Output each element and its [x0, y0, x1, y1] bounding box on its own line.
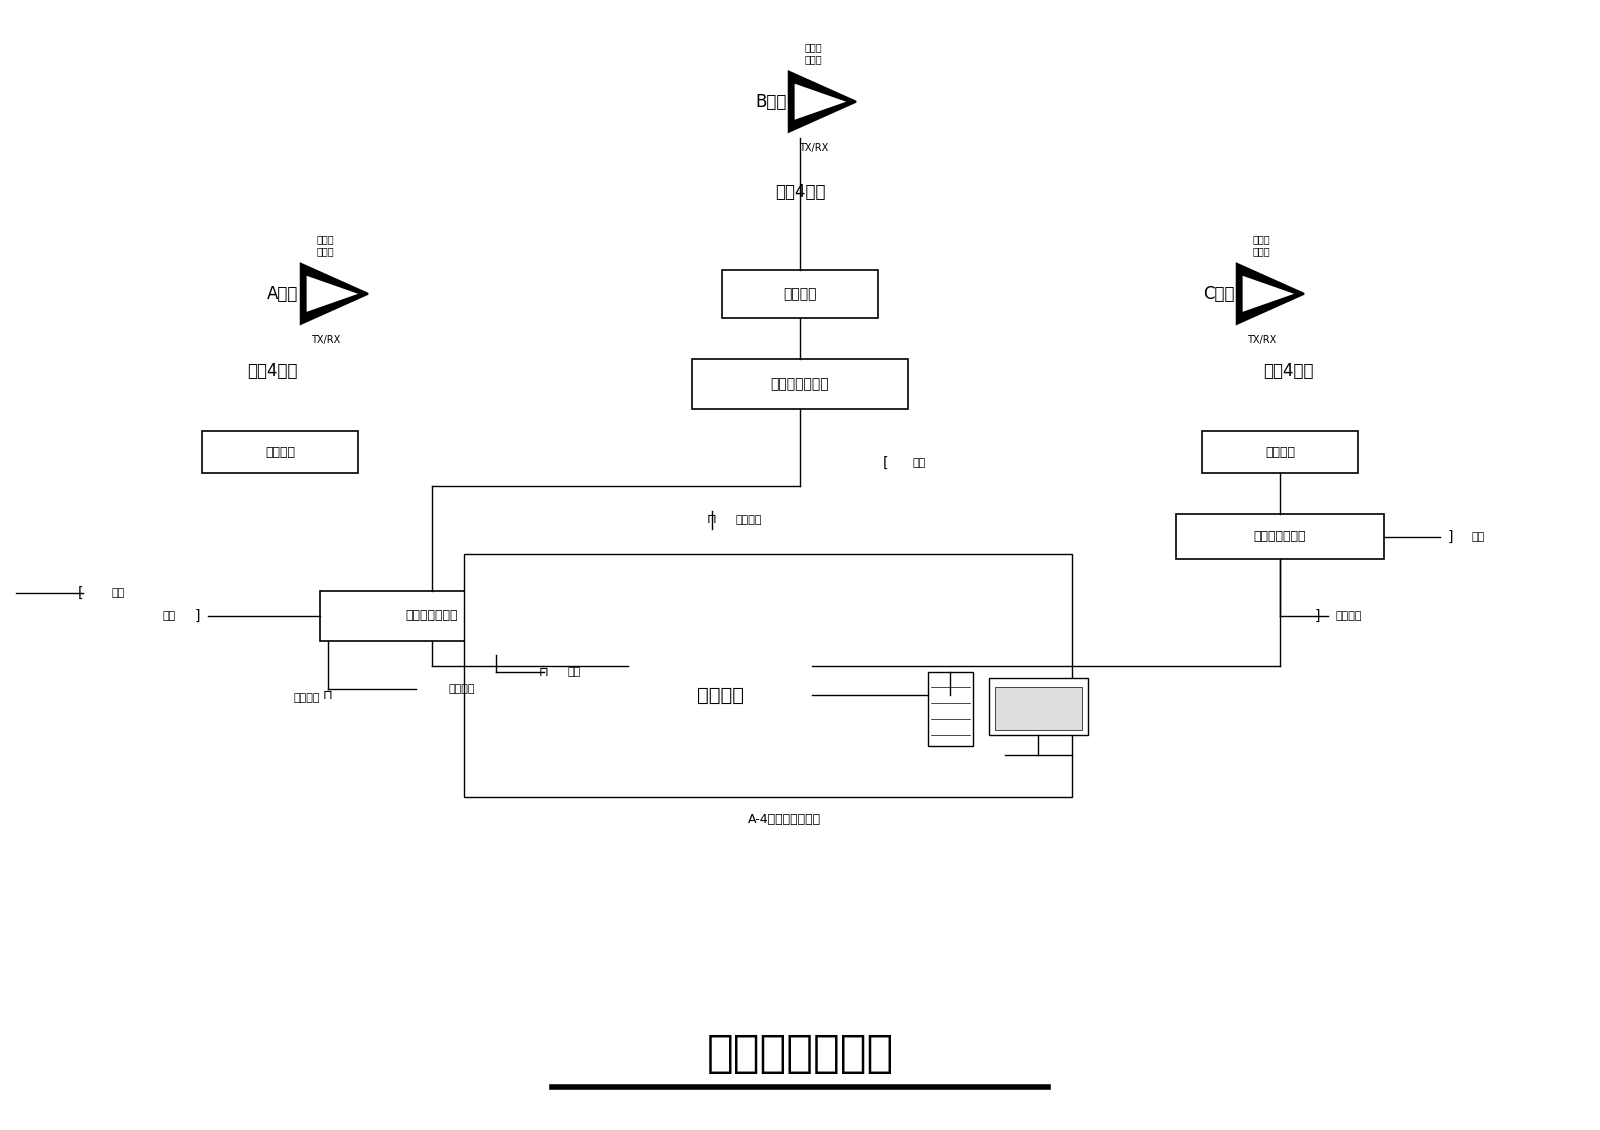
FancyBboxPatch shape: [691, 359, 909, 409]
Text: TX/RX: TX/RX: [798, 142, 829, 153]
Polygon shape: [789, 71, 856, 132]
FancyBboxPatch shape: [320, 591, 544, 641]
Text: 红外对
射探头: 红外对 射探头: [805, 42, 822, 63]
Text: 联网型报警主机: 联网型报警主机: [406, 609, 458, 623]
Text: 报警终端: 报警终端: [293, 693, 320, 703]
FancyBboxPatch shape: [995, 687, 1082, 730]
FancyBboxPatch shape: [722, 270, 878, 318]
FancyBboxPatch shape: [627, 666, 813, 724]
Text: 接警中心: 接警中心: [696, 686, 744, 704]
Polygon shape: [1243, 276, 1294, 312]
Text: 总线模块: 总线模块: [1266, 445, 1294, 459]
Text: 联网型报警主机: 联网型报警主机: [771, 377, 829, 391]
Text: 套号: 套号: [1472, 532, 1485, 541]
Text: 报警4防区: 报警4防区: [1262, 362, 1314, 380]
FancyBboxPatch shape: [1202, 431, 1358, 473]
Text: 红外对
射探头: 红外对 射探头: [1253, 234, 1270, 255]
Text: [: [: [78, 586, 83, 600]
Text: ]: ]: [1448, 530, 1453, 544]
Polygon shape: [301, 263, 368, 324]
Polygon shape: [307, 276, 358, 312]
Text: 报警4防区: 报警4防区: [246, 362, 298, 380]
FancyBboxPatch shape: [989, 678, 1088, 734]
FancyBboxPatch shape: [928, 672, 973, 746]
Text: ]: ]: [195, 609, 200, 623]
Text: 套号: 套号: [912, 459, 925, 468]
FancyBboxPatch shape: [202, 431, 358, 473]
Text: 联网型报警主机: 联网型报警主机: [1254, 530, 1306, 544]
Text: ⊓: ⊓: [707, 513, 717, 527]
Polygon shape: [795, 84, 846, 120]
Text: ]: ]: [1315, 609, 1320, 623]
FancyBboxPatch shape: [1176, 514, 1384, 559]
Text: TX/RX: TX/RX: [1246, 334, 1277, 345]
Text: 报警终端: 报警终端: [1336, 611, 1363, 620]
Text: 总线模块: 总线模块: [784, 287, 816, 301]
Text: 报警终端: 报警终端: [736, 515, 763, 524]
Text: A-4栋夹层物业中心: A-4栋夹层物业中心: [747, 812, 821, 826]
Text: 总线模块: 总线模块: [266, 445, 294, 459]
FancyBboxPatch shape: [464, 554, 1072, 797]
Text: A地块: A地块: [267, 285, 299, 303]
Text: 套号: 套号: [568, 668, 581, 677]
Text: 红外对
射探头: 红外对 射探头: [317, 234, 334, 255]
Text: ⊓: ⊓: [539, 666, 549, 679]
Text: 报警4防区: 报警4防区: [774, 183, 826, 201]
Text: C地块: C地块: [1203, 285, 1235, 303]
Text: [: [: [883, 457, 888, 470]
Text: ⊓: ⊓: [323, 689, 333, 703]
Text: B地块: B地块: [755, 93, 787, 111]
Text: 红外对射系统图: 红外对射系统图: [706, 1032, 894, 1075]
Text: TX/RX: TX/RX: [310, 334, 341, 345]
Text: 套号: 套号: [163, 611, 176, 620]
Polygon shape: [1237, 263, 1304, 324]
Text: 套号: 套号: [112, 589, 125, 598]
Text: 报警终端: 报警终端: [448, 685, 475, 694]
